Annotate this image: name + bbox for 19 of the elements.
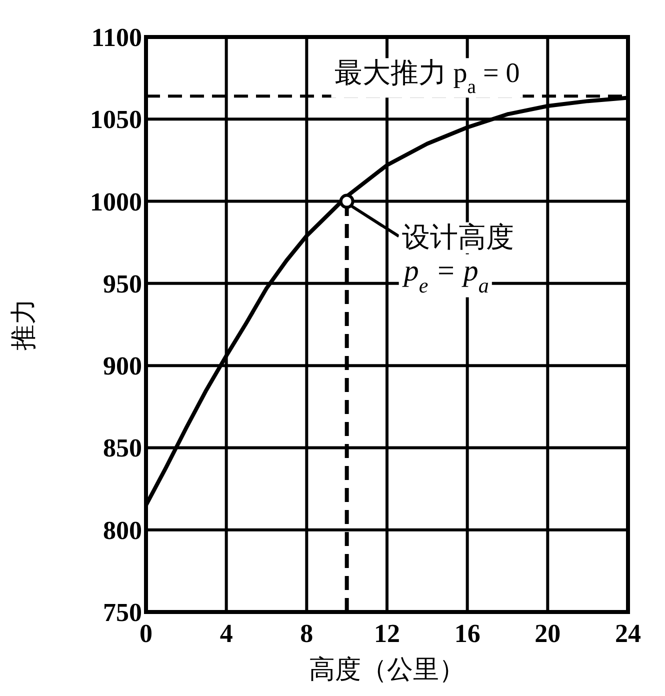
x-tick-label: 8 <box>300 619 314 648</box>
y-axis-title: 推力 <box>9 298 38 350</box>
y-tick-label: 850 <box>103 434 142 463</box>
x-tick-label: 20 <box>534 619 561 648</box>
x-tick-label: 24 <box>615 619 641 648</box>
y-tick-label: 900 <box>103 352 142 381</box>
y-tick-label: 1050 <box>90 105 142 134</box>
x-axis-title: 高度（公里） <box>309 655 465 684</box>
annotation: 设计高度 p$_{e}$ = p$_{a}$ <box>402 222 514 298</box>
y-tick-label: 1100 <box>91 23 142 52</box>
x-tick-label: 12 <box>374 619 400 648</box>
y-tick-label: 1000 <box>90 187 142 216</box>
x-tick-label: 0 <box>140 619 152 648</box>
y-tick-label: 800 <box>103 516 142 545</box>
y-tick-label: 950 <box>103 269 142 298</box>
annotation: 最大推力 p$_{a}$ = 0 <box>334 58 520 98</box>
x-tick-label: 4 <box>220 619 233 648</box>
y-tick-label: 750 <box>103 598 142 627</box>
x-tick-label: 16 <box>454 619 480 648</box>
